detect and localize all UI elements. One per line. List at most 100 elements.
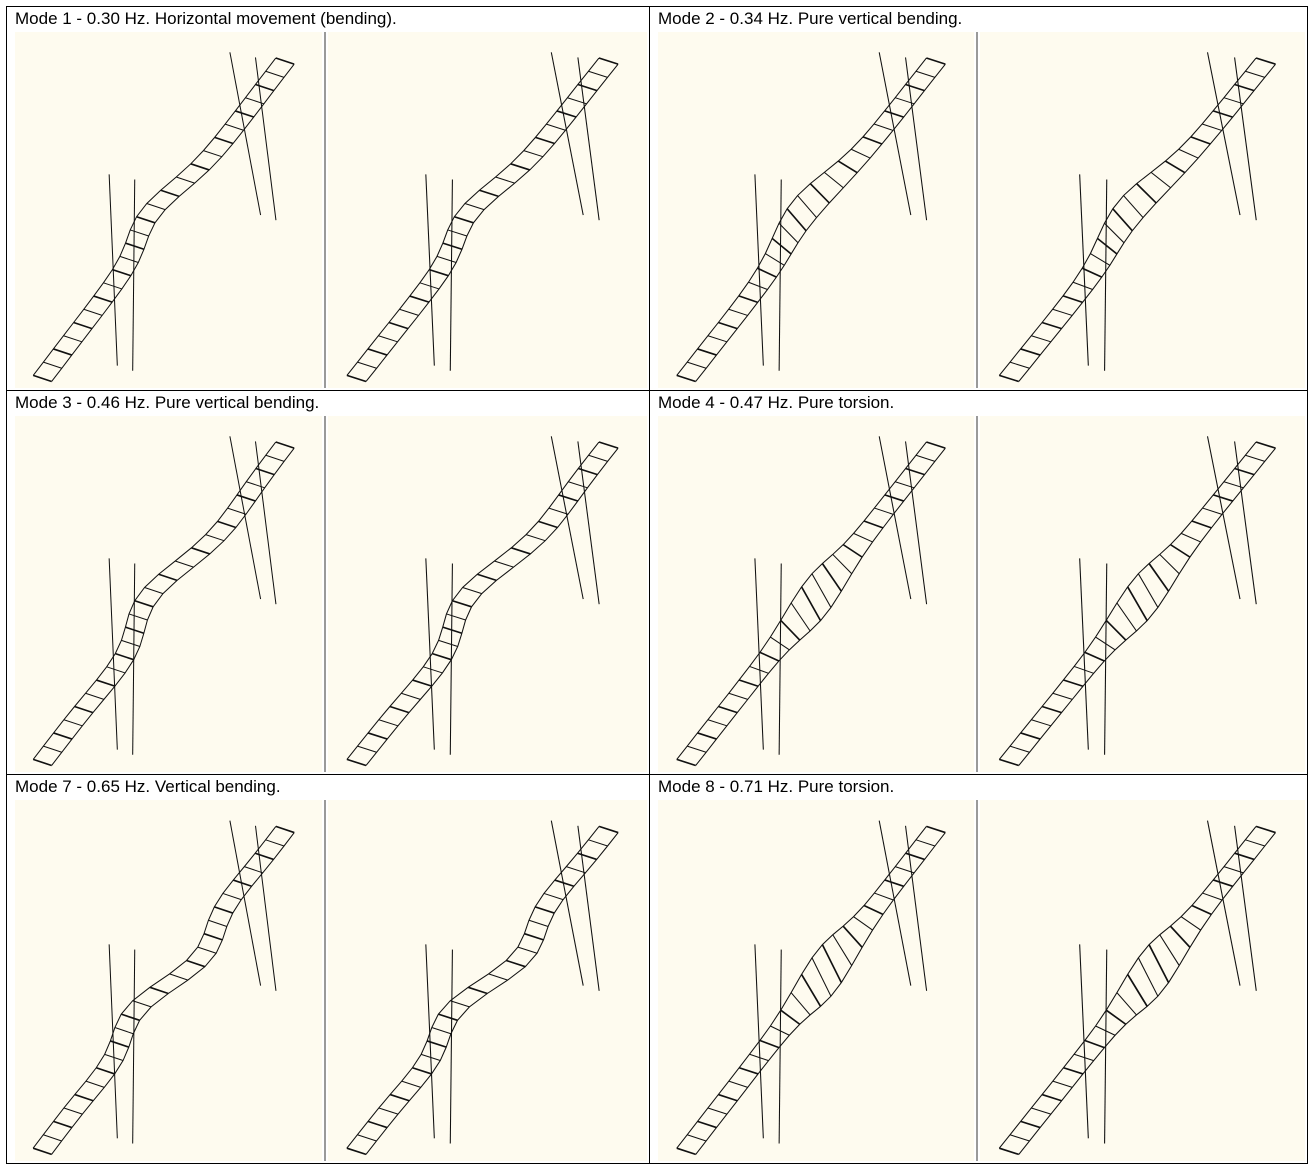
deck-crossbeam [149, 986, 169, 995]
deck-crossbeam [749, 665, 769, 674]
deck-crossbeam [1164, 160, 1186, 174]
deck-crossbeam [1234, 467, 1255, 476]
deck-crossbeam [566, 866, 586, 874]
deck-crossbeam [821, 944, 843, 983]
bridge-wireframe [346, 820, 619, 1156]
deck-edge [365, 832, 619, 1155]
deck-crossbeam [1180, 916, 1201, 931]
deck-crossbeam [464, 203, 485, 211]
tower-leg [229, 436, 262, 600]
deck-edge [676, 826, 927, 1149]
stereo-pair [658, 416, 1305, 772]
deck-crossbeam [874, 892, 894, 901]
deck-crossbeam [1009, 1134, 1030, 1142]
deck-crossbeam [96, 679, 116, 687]
deck-crossbeam [119, 255, 139, 263]
deck-crossbeam [1190, 136, 1211, 145]
stereo-pair [15, 32, 647, 388]
tower-leg [1206, 820, 1241, 986]
deck-crossbeam [93, 295, 113, 303]
deck-crossbeam [1148, 563, 1170, 592]
deck-crossbeam [442, 626, 463, 635]
deck-crossbeam [191, 547, 211, 555]
tower-leg [754, 558, 764, 750]
tower-leg [132, 563, 136, 755]
deck-crossbeam [125, 242, 145, 251]
deck-crossbeam [1084, 651, 1105, 662]
deck-crossbeam [697, 348, 717, 356]
deck-crossbeam [85, 1080, 105, 1088]
deck-crossbeam [222, 892, 242, 901]
tower-leg [425, 558, 435, 750]
deck-crossbeam [357, 1134, 377, 1142]
deck-edge [695, 63, 946, 382]
tower-leg [577, 441, 600, 605]
deck-crossbeam [1137, 957, 1159, 997]
deck-crossbeam [1159, 934, 1180, 966]
deck-crossbeam [275, 825, 295, 834]
tower-leg [1104, 179, 1108, 371]
deck-crossbeam [346, 374, 367, 383]
deck-crossbeam [543, 892, 564, 901]
deck-crossbeam [718, 1093, 738, 1102]
deck-crossbeam [697, 732, 717, 740]
mode-caption: Mode 1 - 0.30 Hz. Horizontal movement (b… [15, 9, 397, 28]
deck-crossbeam [528, 919, 549, 927]
deck-crossbeam [32, 1147, 52, 1156]
deck-crossbeam [130, 229, 149, 237]
bridge-wireframe [346, 52, 619, 383]
deck-crossbeam [686, 361, 707, 369]
deck-crossbeam [1212, 110, 1233, 118]
deck-crossbeam [136, 215, 156, 224]
deck-crossbeam [53, 1120, 73, 1129]
deck-crossbeam [452, 599, 472, 608]
deck-crossbeam [205, 534, 225, 542]
deck-crossbeam [423, 666, 443, 674]
deck-crossbeam [1052, 308, 1073, 316]
deck-crossbeam [1009, 745, 1030, 753]
deck-crossbeam [850, 148, 871, 159]
deck-crossbeam [556, 110, 577, 118]
deck-crossbeam [511, 547, 531, 555]
deck-crossbeam [1202, 123, 1222, 131]
bridge-wireframe [676, 52, 946, 383]
deck-crossbeam [488, 973, 508, 981]
deck-crossbeam [1041, 1093, 1062, 1102]
deck-crossbeam [32, 374, 52, 383]
deck-crossbeam [254, 852, 274, 861]
deck-edge [1018, 447, 1276, 766]
deck-crossbeam [132, 1000, 152, 1008]
deck-crossbeam [121, 639, 141, 647]
bridge-wireframe [32, 820, 295, 1156]
deck-crossbeam [1031, 335, 1052, 343]
deck-crossbeam [246, 481, 265, 489]
tower-leg [1234, 57, 1257, 221]
deck-crossbeam [346, 1147, 367, 1156]
deck-crossbeam [874, 507, 894, 515]
deck-crossbeam [1063, 1066, 1084, 1075]
deck-crossbeam [436, 255, 457, 263]
deck-crossbeam [523, 150, 544, 158]
deck-crossbeam [568, 481, 588, 489]
deck-crossbeam [1148, 944, 1170, 983]
deck-crossbeam [676, 1147, 696, 1156]
deck-crossbeam [74, 1093, 94, 1102]
tower-leg [254, 441, 277, 605]
deck-crossbeam [1245, 839, 1266, 847]
deck-crossbeam [389, 1093, 410, 1102]
deck-crossbeam [265, 70, 285, 78]
deck-crossbeam [389, 705, 410, 714]
deck-crossbeam [186, 959, 206, 968]
deck-crossbeam [412, 679, 433, 687]
deck-crossbeam [824, 172, 844, 189]
deck-crossbeam [1072, 281, 1093, 290]
deck-crossbeam [554, 879, 575, 888]
deck-crossbeam [1020, 1120, 1041, 1129]
deck-crossbeam [232, 879, 252, 888]
deck-crossbeam [438, 639, 458, 647]
deck-edge [998, 57, 1257, 376]
bridge-wireframe [676, 436, 946, 767]
deck-crossbeam [915, 70, 936, 78]
deck-crossbeam [915, 839, 936, 847]
deck-crossbeam [357, 745, 377, 753]
